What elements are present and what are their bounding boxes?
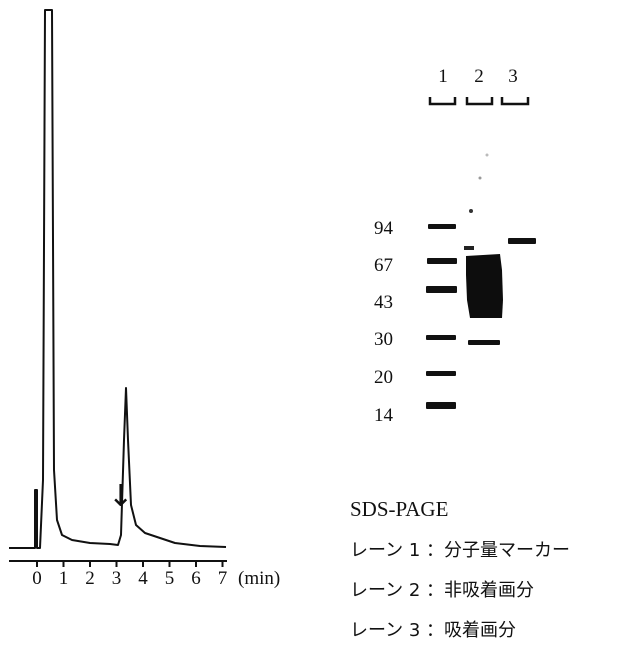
- lane-2-band-upper: [464, 246, 474, 250]
- x-tick-label: 2: [85, 568, 95, 589]
- mw-marker-label: 14: [374, 405, 394, 426]
- lane-label: 1: [438, 66, 448, 87]
- x-tick-label: 4: [138, 568, 148, 589]
- marker-band-94: [428, 224, 456, 229]
- legend: SDS-PAGE レーン 1 ：分子量マーカー レーン 2 ：非吸着画分 レーン…: [350, 497, 625, 656]
- well-lane-1: [428, 97, 457, 106]
- marker-band-43: [426, 286, 457, 293]
- arrow-marker: ↓: [108, 479, 133, 514]
- marker-band-30: [426, 335, 456, 340]
- lane-2-speck-3: [485, 153, 489, 157]
- x-tick-label: 6: [191, 568, 201, 589]
- x-tick-label: 7: [218, 568, 228, 589]
- mw-marker-label: 94: [374, 218, 394, 239]
- lane-labels: 1 2 3: [438, 66, 518, 87]
- lane-2-speck: [469, 209, 473, 213]
- x-tick-label: 1: [59, 568, 69, 589]
- lane-2-band-30: [468, 340, 500, 345]
- sds-page-gel: 1 2 3 94 67 43 30 20 14: [374, 66, 536, 426]
- x-tick-label: 0: [32, 568, 42, 589]
- x-axis-unit: (min): [238, 568, 280, 589]
- marker-band-67: [427, 258, 457, 264]
- mw-marker-label: 20: [374, 367, 393, 388]
- legend-item-lane-2: レーン 2 ：非吸着画分: [350, 580, 534, 601]
- mw-labels: 94 67 43 30 20 14: [374, 218, 394, 426]
- x-tick-label: 5: [165, 568, 175, 589]
- legend-item-lane-1: レーン 1 ：分子量マーカー: [350, 540, 570, 561]
- lane-label: 2: [474, 66, 484, 87]
- lane-label: 3: [508, 66, 518, 87]
- marker-band-14: [426, 402, 456, 409]
- well-lane-2: [465, 97, 494, 106]
- mw-marker-label: 30: [374, 329, 393, 350]
- chromatogram-trace: [9, 9, 227, 549]
- lane-2-smear: [466, 254, 503, 318]
- lane-3-band: [508, 238, 536, 244]
- legend-title: SDS-PAGE: [350, 497, 449, 521]
- x-tick-label: 3: [112, 568, 122, 589]
- mw-marker-label: 43: [374, 292, 393, 313]
- lane-2-speck-2: [478, 176, 482, 180]
- mw-marker-label: 67: [374, 255, 393, 276]
- legend-item-lane-3: レーン 3 ：吸着画分: [350, 620, 516, 641]
- marker-band-20: [426, 371, 456, 376]
- x-ticks: [36, 561, 224, 567]
- well-lane-3: [500, 97, 530, 106]
